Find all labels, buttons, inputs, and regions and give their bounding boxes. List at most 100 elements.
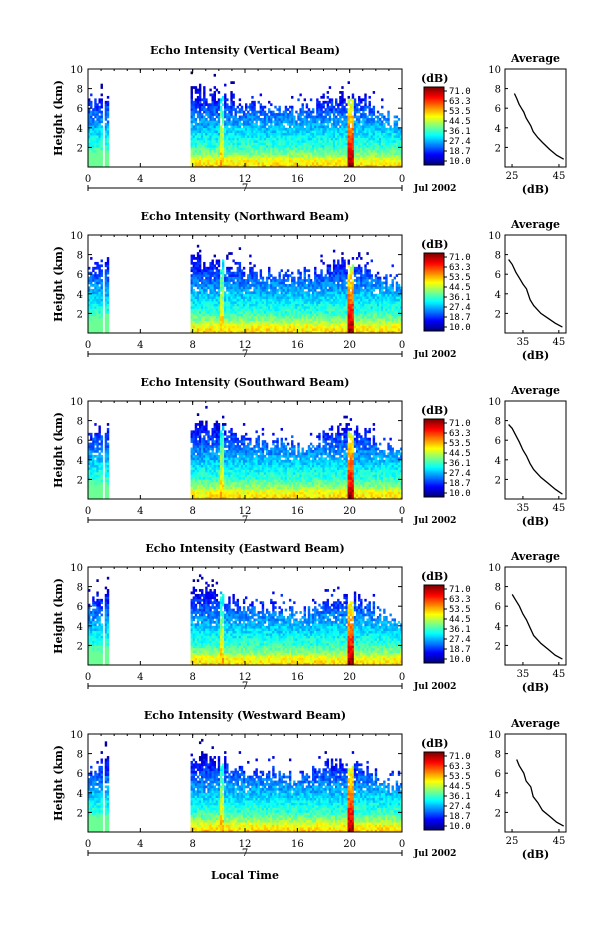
x-tick-label: 8 bbox=[189, 839, 195, 850]
average-title: Average bbox=[510, 218, 560, 231]
y-axis-label: Height (km) bbox=[52, 578, 65, 654]
colorbar-tick-label: 27.4 bbox=[449, 802, 471, 812]
y-tick-label: 6 bbox=[77, 769, 83, 780]
average-x-tick-label: 45 bbox=[552, 337, 565, 348]
average-title: Average bbox=[510, 52, 560, 65]
x-tick-label: 4 bbox=[137, 672, 143, 683]
average-profile-line bbox=[514, 94, 563, 160]
average-x-tick-label: 25 bbox=[506, 836, 519, 847]
average-x-label: (dB) bbox=[522, 349, 549, 362]
y-tick-label: 4 bbox=[77, 124, 83, 135]
average-y-tick-label: 8 bbox=[495, 417, 501, 428]
colorbar-tick-label: 53.5 bbox=[449, 273, 471, 283]
y-tick-label: 10 bbox=[70, 563, 83, 574]
date-label: Jul 2002 bbox=[413, 350, 456, 360]
average-x-tick-label: 35 bbox=[517, 669, 530, 680]
y-tick-label: 4 bbox=[77, 456, 83, 467]
y-tick-label: 4 bbox=[77, 290, 83, 301]
colorbar-tick-label: 36.1 bbox=[449, 459, 471, 469]
x-tick-label: 4 bbox=[137, 839, 143, 850]
colorbar-unit: (dB) bbox=[421, 72, 448, 85]
average-frame bbox=[505, 69, 566, 167]
x-tick-label: 4 bbox=[137, 506, 143, 517]
y-tick-label: 2 bbox=[77, 641, 83, 652]
x-tick-label: 16 bbox=[291, 672, 304, 683]
average-y-tick-label: 2 bbox=[495, 808, 501, 819]
colorbar bbox=[424, 585, 444, 663]
heatmap-cells bbox=[88, 245, 402, 333]
y-tick-label: 2 bbox=[77, 143, 83, 154]
average-x-tick-label: 35 bbox=[517, 337, 530, 348]
average-y-tick-label: 10 bbox=[488, 563, 501, 574]
day-marker: 7 bbox=[242, 681, 248, 692]
x-tick-label: 0 bbox=[85, 839, 91, 850]
panel-title: Echo Intensity (Northward Beam) bbox=[141, 210, 350, 223]
colorbar-tick-label: 63.3 bbox=[449, 263, 471, 273]
colorbar-tick-label: 53.5 bbox=[449, 439, 471, 449]
average-y-tick-label: 4 bbox=[495, 456, 501, 467]
date-label: Jul 2002 bbox=[413, 184, 456, 194]
colorbar-unit: (dB) bbox=[421, 238, 448, 251]
x-tick-label: 20 bbox=[343, 672, 356, 683]
colorbar-tick-label: 10.0 bbox=[449, 822, 471, 832]
colorbar-tick-label: 18.7 bbox=[449, 147, 471, 157]
average-y-tick-label: 8 bbox=[495, 750, 501, 761]
colorbar-tick-label: 36.1 bbox=[449, 792, 471, 802]
y-tick-label: 6 bbox=[77, 436, 83, 447]
colorbar-tick-label: 27.4 bbox=[449, 469, 471, 479]
y-tick-label: 2 bbox=[77, 475, 83, 486]
colorbar-tick-label: 18.7 bbox=[449, 645, 471, 655]
average-x-label: (dB) bbox=[522, 183, 549, 196]
colorbar-tick-label: 71.0 bbox=[449, 419, 471, 429]
x-tick-label: 0 bbox=[399, 672, 405, 683]
average-frame bbox=[505, 235, 566, 333]
colorbar-tick-label: 36.1 bbox=[449, 127, 471, 137]
average-x-label: (dB) bbox=[522, 681, 549, 694]
y-tick-label: 10 bbox=[70, 730, 83, 741]
panel-3: Echo Intensity (Southward Beam)Height (k… bbox=[52, 376, 566, 528]
heatmap-cells bbox=[88, 71, 402, 167]
y-axis-label: Height (km) bbox=[52, 745, 65, 821]
average-y-tick-label: 6 bbox=[495, 769, 501, 780]
colorbar-tick-label: 44.5 bbox=[449, 283, 471, 293]
panel-4: Echo Intensity (Eastward Beam)Height (km… bbox=[52, 542, 566, 694]
y-tick-label: 10 bbox=[70, 65, 83, 76]
average-title: Average bbox=[510, 384, 560, 397]
y-tick-label: 2 bbox=[77, 309, 83, 320]
colorbar-tick-label: 53.5 bbox=[449, 772, 471, 782]
colorbar-tick-label: 27.4 bbox=[449, 137, 471, 147]
x-tick-label: 16 bbox=[291, 340, 304, 351]
x-tick-label: 8 bbox=[189, 672, 195, 683]
x-tick-label: 0 bbox=[399, 174, 405, 185]
colorbar-unit: (dB) bbox=[421, 404, 448, 417]
x-tick-label: 0 bbox=[85, 672, 91, 683]
colorbar bbox=[424, 752, 444, 830]
y-tick-label: 2 bbox=[77, 808, 83, 819]
colorbar-tick-label: 18.7 bbox=[449, 313, 471, 323]
average-y-tick-label: 6 bbox=[495, 104, 501, 115]
y-tick-label: 8 bbox=[77, 417, 83, 428]
colorbar-tick-label: 10.0 bbox=[449, 655, 471, 665]
heatmap-cells bbox=[88, 574, 402, 665]
x-tick-label: 0 bbox=[399, 839, 405, 850]
x-tick-label: 16 bbox=[291, 506, 304, 517]
average-x-tick-label: 35 bbox=[517, 503, 530, 514]
colorbar-tick-label: 10.0 bbox=[449, 323, 471, 333]
colorbar bbox=[424, 419, 444, 497]
x-tick-label: 0 bbox=[85, 174, 91, 185]
day-marker: 7 bbox=[242, 183, 248, 194]
x-tick-label: 16 bbox=[291, 839, 304, 850]
x-tick-label: 8 bbox=[189, 174, 195, 185]
average-y-tick-label: 10 bbox=[488, 730, 501, 741]
colorbar bbox=[424, 253, 444, 331]
panel-2: Echo Intensity (Northward Beam)Height (k… bbox=[52, 210, 566, 362]
colorbar-tick-label: 44.5 bbox=[449, 615, 471, 625]
x-tick-label: 0 bbox=[85, 506, 91, 517]
x-tick-label: 4 bbox=[137, 340, 143, 351]
panel-5: Echo Intensity (Westward Beam)Height (km… bbox=[52, 709, 566, 861]
date-label: Jul 2002 bbox=[413, 682, 456, 692]
colorbar-tick-label: 71.0 bbox=[449, 87, 471, 97]
y-tick-label: 4 bbox=[77, 622, 83, 633]
